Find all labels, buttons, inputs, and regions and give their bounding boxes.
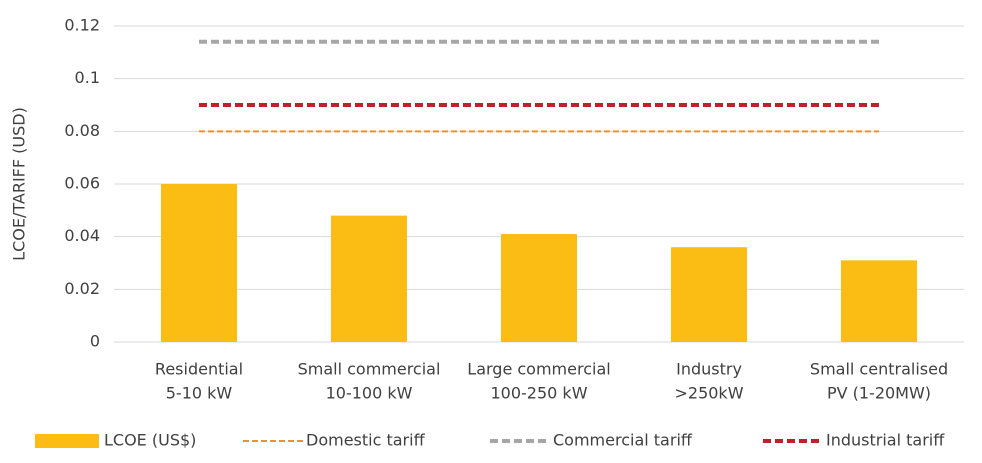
x-tick-label: PV (1-20MW) <box>827 384 931 403</box>
legend-label: Domestic tariff <box>306 431 426 450</box>
bar <box>161 184 237 342</box>
x-tick-label: Small centralised <box>810 360 948 379</box>
y-tick-label: 0.1 <box>75 68 100 87</box>
x-tick-label: 10-100 kW <box>326 384 413 403</box>
x-tick-label: Large commercial <box>467 360 610 379</box>
bar <box>841 260 917 342</box>
x-tick-label: >250kW <box>674 384 743 403</box>
x-tick-label: 5-10 kW <box>166 384 233 403</box>
y-tick-label: 0 <box>90 332 100 351</box>
bar <box>671 247 747 342</box>
y-tick-label: 0.02 <box>64 279 100 298</box>
x-tick-label: Small commercial <box>298 360 441 379</box>
legend-label: Industrial tariff <box>826 431 945 450</box>
y-tick-label: 0.12 <box>64 16 100 35</box>
y-tick-label: 0.04 <box>64 226 100 245</box>
legend-label: LCOE (US$) <box>104 431 196 450</box>
legend-label: Commercial tariff <box>553 431 693 450</box>
x-tick-label: 100-250 kW <box>490 384 587 403</box>
x-tick-label: Industry <box>676 360 742 379</box>
bar <box>501 234 577 342</box>
y-tick-label: 0.08 <box>64 121 100 140</box>
legend-swatch <box>35 434 99 448</box>
y-axis-label: LCOE/TARIFF (USD) <box>10 107 29 261</box>
y-tick-label: 0.06 <box>64 174 100 193</box>
bar <box>331 215 407 342</box>
x-tick-label: Residential <box>155 360 243 379</box>
